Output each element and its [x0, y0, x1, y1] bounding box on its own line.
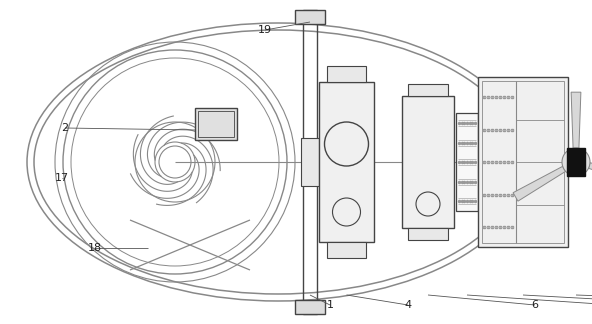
Text: 6: 6	[532, 300, 539, 310]
Bar	[567, 148, 585, 176]
Bar	[482, 81, 564, 243]
Bar	[295, 300, 325, 314]
Bar	[195, 108, 237, 140]
Bar	[301, 138, 319, 186]
Bar	[327, 66, 366, 82]
Text: 19: 19	[258, 25, 272, 35]
Bar	[456, 113, 478, 211]
Bar	[408, 228, 448, 240]
Polygon shape	[588, 163, 592, 185]
Bar	[402, 96, 454, 228]
Bar	[319, 82, 374, 242]
Polygon shape	[513, 166, 565, 201]
Bar	[198, 111, 234, 137]
Text: 18: 18	[88, 243, 102, 253]
Text: 17: 17	[55, 173, 69, 183]
Bar	[303, 10, 317, 314]
Bar	[327, 242, 366, 258]
Bar	[478, 77, 568, 247]
Bar	[408, 84, 448, 96]
Text: 2: 2	[62, 123, 69, 133]
Text: 1: 1	[327, 300, 333, 310]
Circle shape	[562, 148, 590, 176]
Polygon shape	[571, 92, 581, 148]
Bar	[295, 10, 325, 24]
Text: 4: 4	[404, 300, 411, 310]
